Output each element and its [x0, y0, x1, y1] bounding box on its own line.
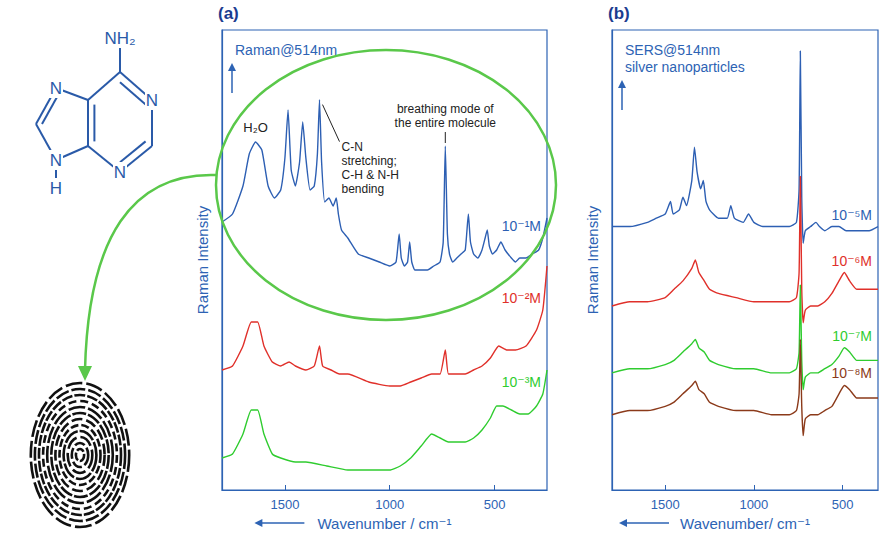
svg-text:the entire molecule: the entire molecule	[395, 116, 497, 130]
svg-text:10⁻¹M: 10⁻¹M	[502, 218, 541, 234]
svg-text:10⁻²M: 10⁻²M	[502, 290, 541, 306]
svg-text:500: 500	[832, 497, 854, 512]
svg-text:bending: bending	[342, 182, 385, 196]
svg-text:10⁻³M: 10⁻³M	[502, 374, 541, 390]
svg-text:10⁻⁵M: 10⁻⁵M	[832, 207, 872, 223]
svg-text:(b): (b)	[608, 4, 630, 23]
svg-text:Raman@514nm: Raman@514nm	[235, 42, 337, 58]
svg-text:1000: 1000	[375, 497, 404, 512]
svg-text:Wavenumber/ cm⁻¹: Wavenumber/ cm⁻¹	[680, 515, 810, 532]
svg-text:1500: 1500	[270, 497, 299, 512]
svg-text:SERS@514nm: SERS@514nm	[625, 42, 720, 58]
svg-text:Raman Intensity: Raman Intensity	[584, 205, 601, 314]
svg-text:1000: 1000	[739, 497, 768, 512]
svg-text:C-N: C-N	[342, 140, 363, 154]
svg-text:Raman Intensity: Raman Intensity	[194, 205, 211, 314]
svg-text:C-H & N-H: C-H & N-H	[342, 168, 399, 182]
svg-text:stretching;: stretching;	[342, 154, 397, 168]
svg-text:500: 500	[484, 497, 506, 512]
svg-text:N: N	[50, 79, 62, 98]
svg-text:Wavenumber / cm⁻¹: Wavenumber / cm⁻¹	[317, 515, 451, 532]
svg-text:10⁻⁷M: 10⁻⁷M	[832, 328, 872, 344]
svg-text:breathing mode of: breathing mode of	[397, 102, 494, 116]
svg-text:(a): (a)	[218, 4, 239, 23]
svg-text:H₂O: H₂O	[243, 120, 268, 135]
svg-text:10⁻⁸M: 10⁻⁸M	[831, 365, 872, 381]
svg-text:NH₂: NH₂	[104, 29, 135, 48]
svg-text:silver nanoparticles: silver nanoparticles	[625, 59, 745, 75]
svg-text:N: N	[146, 91, 158, 110]
svg-text:10⁻⁶M: 10⁻⁶M	[832, 253, 872, 269]
svg-text:1500: 1500	[651, 497, 680, 512]
svg-text:H: H	[50, 179, 62, 198]
svg-text:N: N	[114, 163, 126, 182]
svg-text:N: N	[50, 151, 62, 170]
